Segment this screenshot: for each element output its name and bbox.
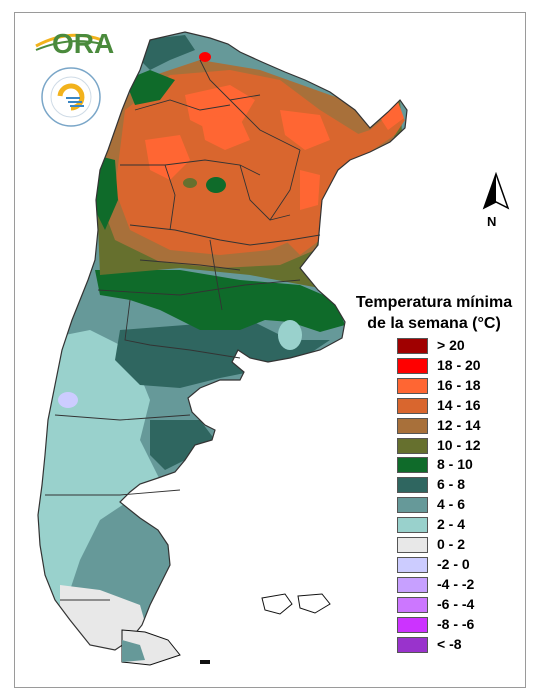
legend-item: -8 - -6: [397, 616, 527, 634]
legend-label: -8 - -6: [437, 615, 475, 632]
legend-label: -2 - 0: [437, 555, 470, 572]
legend-swatch: [397, 616, 428, 633]
legend-swatch: [397, 576, 428, 593]
legend-swatch: [397, 517, 428, 534]
legend-item: -6 - -4: [397, 596, 527, 614]
legend-title: Temperatura mínima de la semana (°C): [336, 292, 532, 334]
legend-item: 16 - 18: [397, 377, 527, 395]
legend-item: 6 - 8: [397, 476, 527, 494]
legend-label: < -8: [437, 635, 462, 652]
legend-label: -4 - -2: [437, 575, 475, 592]
legend-item: 8 - 10: [397, 456, 527, 474]
legend-swatch: [397, 397, 428, 414]
legend-label: 10 - 12: [437, 436, 481, 453]
legend-item: -2 - 0: [397, 556, 527, 574]
legend-swatch: [397, 636, 428, 653]
legend-item: > 20: [397, 337, 527, 355]
legend-label: 2 - 4: [437, 516, 466, 533]
legend-label: 12 - 14: [437, 416, 481, 433]
legend-swatch: [397, 377, 428, 394]
north-label: N: [487, 214, 497, 229]
legend-swatch: [397, 596, 428, 613]
legend-swatch: [397, 338, 428, 354]
legend-item: 14 - 16: [397, 397, 527, 415]
legend-swatch: [397, 437, 428, 454]
legend-swatch: [397, 537, 428, 553]
legend-item: < -8: [397, 636, 527, 654]
legend-title-line2: de la semana (°C): [367, 315, 501, 332]
legend-label: > 20: [437, 337, 465, 353]
legend-item: 10 - 12: [397, 437, 527, 455]
province-boundaries: [45, 59, 321, 601]
legend-swatch: [397, 497, 428, 514]
legend-item: 4 - 6: [397, 496, 527, 514]
legend-swatch: [397, 457, 428, 474]
legend-swatch: [397, 357, 428, 374]
legend-swatch: [397, 417, 428, 434]
legend-label: 16 - 18: [437, 376, 481, 393]
legend-item: 0 - 2: [397, 536, 527, 554]
legend-swatch: [397, 556, 428, 573]
legend-label: 8 - 10: [437, 456, 473, 473]
tierra-del-fuego: [121, 629, 210, 666]
legend-item: -4 - -2: [397, 576, 527, 594]
legend-item: 12 - 14: [397, 417, 527, 435]
legend-label: 0 - 2: [437, 536, 466, 552]
legend-label: 14 - 16: [437, 396, 481, 413]
ora-logo: [35, 33, 103, 51]
legend-label: -6 - -4: [437, 595, 475, 612]
malvinas-islands: [261, 593, 331, 615]
legend-item: 2 - 4: [397, 516, 527, 534]
legend-label: 4 - 6: [437, 496, 466, 513]
legend-swatch: [397, 477, 428, 494]
north-arrow-icon: [482, 172, 510, 210]
legend-label: 6 - 8: [437, 476, 466, 493]
legend-label: 18 - 20: [437, 356, 481, 373]
legend-item: 18 - 20: [397, 357, 527, 375]
ora-logo-text: ORA: [52, 28, 115, 59]
legend-title-line1: Temperatura mínima: [355, 294, 513, 311]
smn-seal-logo: [41, 67, 101, 127]
